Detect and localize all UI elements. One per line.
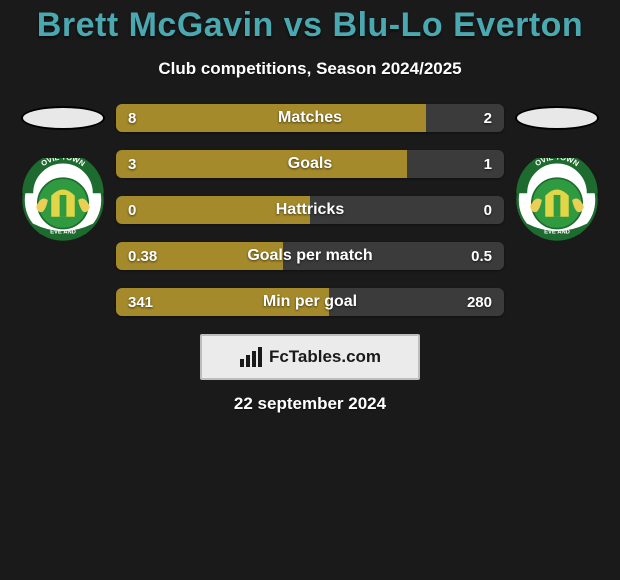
stat-row: 31Goals [116, 150, 504, 178]
stat-value-left: 8 [128, 104, 136, 132]
left-club-badge: OVIL TOWNEVE AND [21, 158, 105, 242]
right-player-avatar-placeholder [515, 106, 599, 130]
stat-value-right: 1 [484, 150, 492, 178]
stat-row: 00Hattricks [116, 196, 504, 224]
stat-value-left: 3 [128, 150, 136, 178]
player1-name: Brett McGavin [37, 6, 274, 44]
footer-date: 22 september 2024 [0, 394, 620, 414]
stat-bar-left [116, 150, 407, 178]
page-title: Brett McGavin vs Blu-Lo Everton [0, 0, 620, 45]
subtitle: Club competitions, Season 2024/2025 [0, 59, 620, 79]
right-club-badge: OVIL TOWNEVE AND [515, 158, 599, 242]
stat-row: 82Matches [116, 104, 504, 132]
svg-text:EVE AND: EVE AND [544, 230, 570, 236]
stat-value-right: 0 [484, 196, 492, 224]
stat-value-left: 0.38 [128, 242, 157, 270]
stat-value-right: 280 [467, 288, 492, 316]
stats-area: OVIL TOWNEVE AND 82Matches31Goals00Hattr… [0, 104, 620, 316]
vs-separator: vs [284, 6, 323, 44]
stat-row: 0.380.5Goals per match [116, 242, 504, 270]
bars-icon [239, 347, 263, 367]
brand-text: FcTables.com [269, 347, 381, 367]
left-player-avatar-placeholder [21, 106, 105, 130]
brand-box: FcTables.com [200, 334, 420, 380]
stat-bar-right [426, 104, 504, 132]
stat-value-right: 2 [484, 104, 492, 132]
left-side-col: OVIL TOWNEVE AND [18, 104, 108, 242]
stat-bar-left [116, 104, 426, 132]
player2-name: Blu-Lo Everton [333, 6, 584, 44]
stat-rows: 82Matches31Goals00Hattricks0.380.5Goals … [108, 104, 512, 316]
svg-text:EVE AND: EVE AND [50, 230, 76, 236]
stat-value-left: 341 [128, 288, 153, 316]
stat-value-right: 0.5 [471, 242, 492, 270]
stat-bar-right [310, 196, 504, 224]
comparison-infographic: Brett McGavin vs Blu-Lo Everton Club com… [0, 0, 620, 580]
right-side-col: OVIL TOWNEVE AND [512, 104, 602, 242]
stat-value-left: 0 [128, 196, 136, 224]
stat-bar-left [116, 196, 310, 224]
stat-row: 341280Min per goal [116, 288, 504, 316]
